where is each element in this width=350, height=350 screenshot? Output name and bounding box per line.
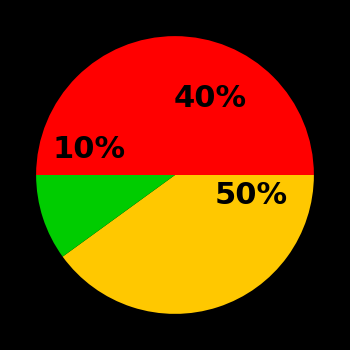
Wedge shape xyxy=(36,36,314,175)
Wedge shape xyxy=(36,175,175,257)
Text: 40%: 40% xyxy=(173,84,246,113)
Text: 10%: 10% xyxy=(52,135,125,164)
Wedge shape xyxy=(63,175,314,314)
Text: 50%: 50% xyxy=(215,181,288,210)
